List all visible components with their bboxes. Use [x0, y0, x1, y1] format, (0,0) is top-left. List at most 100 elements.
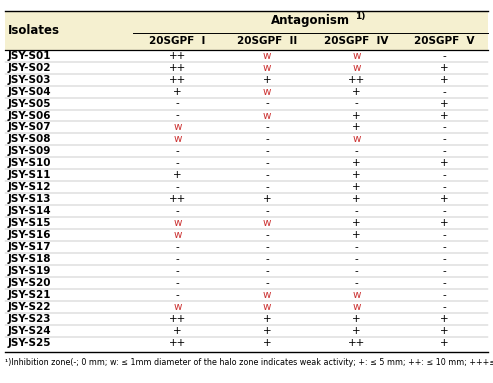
Bar [222, 157, 312, 169]
Text: -: - [443, 278, 447, 288]
Bar [133, 337, 222, 349]
Bar [401, 277, 488, 289]
Bar [133, 169, 222, 181]
Bar [5, 181, 133, 193]
Bar [133, 193, 222, 205]
Text: +: + [263, 75, 271, 85]
Text: -: - [176, 98, 179, 108]
Text: ++: ++ [169, 337, 186, 347]
Bar [133, 241, 222, 253]
Text: +: + [352, 326, 361, 336]
Bar [133, 157, 222, 169]
Bar [5, 313, 133, 325]
Bar [401, 289, 488, 301]
Text: -: - [265, 98, 269, 108]
Bar [133, 33, 222, 50]
Bar [401, 229, 488, 241]
Text: -: - [265, 278, 269, 288]
Bar [312, 169, 401, 181]
Bar [401, 313, 488, 325]
Bar [222, 169, 312, 181]
Bar [133, 110, 222, 121]
Text: JSY-S08: JSY-S08 [7, 134, 51, 144]
Text: -: - [443, 290, 447, 300]
Text: -: - [176, 278, 179, 288]
Bar [401, 121, 488, 133]
Text: +: + [352, 194, 361, 204]
Text: JSY-S14: JSY-S14 [7, 206, 51, 216]
Text: w: w [352, 63, 361, 73]
Text: -: - [443, 266, 447, 276]
Bar [312, 157, 401, 169]
Text: w: w [263, 63, 271, 73]
Bar [401, 33, 488, 50]
Bar [133, 62, 222, 74]
Text: JSY-S03: JSY-S03 [7, 75, 51, 85]
Bar [133, 277, 222, 289]
Bar [222, 193, 312, 205]
Text: -: - [176, 266, 179, 276]
Bar [312, 337, 401, 349]
Text: +: + [352, 123, 361, 133]
Text: -: - [443, 242, 447, 252]
Bar [312, 146, 401, 157]
Text: +: + [263, 326, 271, 336]
Text: -: - [354, 242, 358, 252]
Bar [222, 181, 312, 193]
Text: +: + [263, 337, 271, 347]
Text: JSY-S23: JSY-S23 [7, 314, 51, 324]
Text: w: w [263, 111, 271, 121]
Bar [312, 277, 401, 289]
Bar [133, 265, 222, 277]
Bar [222, 205, 312, 217]
Text: JSY-S04: JSY-S04 [7, 87, 51, 97]
Bar [222, 62, 312, 74]
Bar [222, 121, 312, 133]
Text: 20SGPF  I: 20SGPF I [149, 36, 206, 46]
Bar [222, 98, 312, 110]
Bar [5, 86, 133, 98]
Bar [312, 98, 401, 110]
Text: JSY-S09: JSY-S09 [7, 146, 51, 156]
Text: +: + [352, 218, 361, 228]
Bar [5, 289, 133, 301]
Text: ++: ++ [348, 75, 365, 85]
Text: -: - [443, 302, 447, 312]
Bar [5, 33, 133, 50]
Text: -: - [443, 123, 447, 133]
Text: JSY-S22: JSY-S22 [7, 302, 51, 312]
Text: -: - [265, 206, 269, 216]
Bar [222, 325, 312, 337]
Text: JSY-S01: JSY-S01 [7, 51, 51, 61]
Bar [5, 50, 133, 62]
Text: +: + [440, 314, 449, 324]
Text: -: - [176, 182, 179, 192]
Bar [133, 98, 222, 110]
Text: +: + [174, 170, 182, 180]
Bar [401, 205, 488, 217]
Bar [5, 98, 133, 110]
Text: +: + [352, 158, 361, 168]
Text: +: + [440, 75, 449, 85]
Bar [312, 121, 401, 133]
Bar [133, 289, 222, 301]
Text: -: - [265, 266, 269, 276]
Bar [222, 110, 312, 121]
Text: -: - [265, 254, 269, 264]
Bar [401, 301, 488, 313]
Bar [133, 325, 222, 337]
Text: JSY-S15: JSY-S15 [7, 218, 51, 228]
Text: w: w [263, 87, 271, 97]
Text: JSY-S20: JSY-S20 [7, 278, 51, 288]
Text: -: - [176, 254, 179, 264]
Text: -: - [443, 134, 447, 144]
Bar [312, 74, 401, 86]
Bar [222, 301, 312, 313]
Bar [401, 146, 488, 157]
Text: -: - [265, 182, 269, 192]
Text: +: + [352, 170, 361, 180]
Text: ++: ++ [348, 337, 365, 347]
Bar [5, 133, 133, 146]
Text: w: w [174, 134, 182, 144]
Bar [133, 11, 488, 33]
